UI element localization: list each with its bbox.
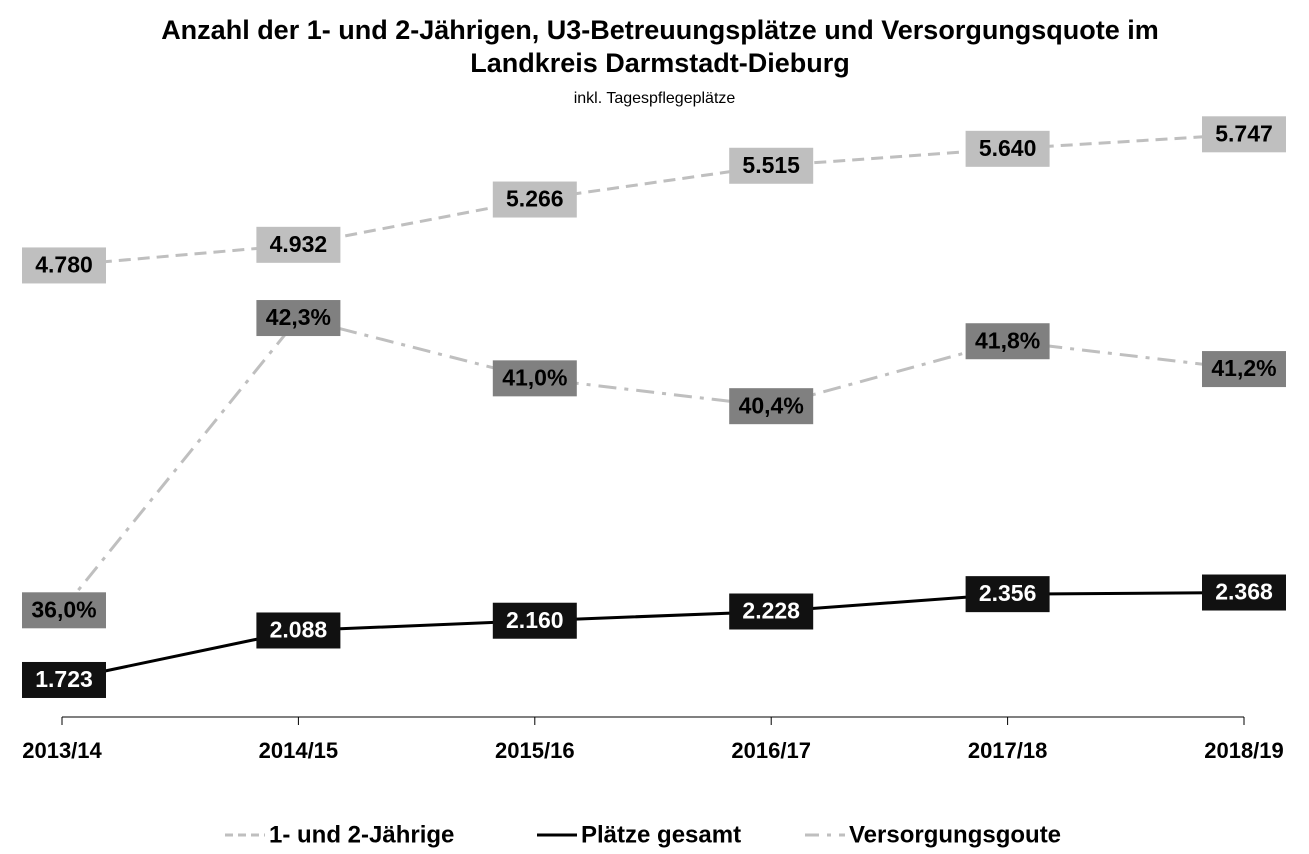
- data-label-text: 5.515: [742, 152, 800, 178]
- data-label: 1.723: [22, 661, 106, 698]
- data-label-box: [492, 360, 577, 397]
- data-label-box: [256, 612, 341, 649]
- data-label-text: 5.266: [506, 186, 564, 212]
- data-label-box: [729, 593, 814, 630]
- data-label: 5.747: [1202, 116, 1286, 153]
- data-label-box: [256, 300, 341, 337]
- data-label-text: 42,3%: [266, 304, 331, 330]
- data-label: 4.780: [22, 247, 106, 284]
- data-label-text: 1.723: [35, 666, 93, 692]
- data-label-box: [256, 226, 341, 263]
- chart-title: Anzahl der 1- und 2-Jährigen, U3-Betreuu…: [161, 15, 1159, 78]
- data-label: 5.266: [492, 181, 577, 218]
- x-tick-label: 2017/18: [968, 738, 1048, 763]
- data-label-text: 36,0%: [31, 596, 96, 622]
- data-label: 2.088: [256, 612, 341, 649]
- data-label-box: [965, 576, 1050, 613]
- data-label: 2.160: [492, 602, 577, 639]
- data-label-text: 4.780: [35, 252, 93, 278]
- data-label-box: [1202, 351, 1286, 388]
- data-label-box: [22, 661, 106, 698]
- x-tick-label: 2013/14: [22, 738, 102, 763]
- data-label-text: 40,4%: [739, 392, 804, 418]
- data-label-box: [492, 602, 577, 639]
- data-label: 2.368: [1202, 574, 1286, 611]
- data-label-box: [729, 147, 814, 184]
- x-tick-label: 2014/15: [259, 738, 339, 763]
- data-label: 40,4%: [729, 388, 814, 425]
- legend-label: 1- und 2-Jährige: [269, 821, 454, 848]
- data-label-box: [22, 592, 106, 629]
- data-label-text: 5.640: [979, 135, 1037, 161]
- data-label: 5.640: [965, 130, 1050, 167]
- data-label-box: [965, 130, 1050, 167]
- data-label-box: [729, 388, 814, 425]
- data-label-text: 41,0%: [502, 364, 567, 390]
- x-tick-label: 2016/17: [731, 738, 811, 763]
- data-label-box: [492, 181, 577, 218]
- data-label: 2.228: [729, 593, 814, 630]
- data-label-text: 2.368: [1215, 579, 1273, 605]
- x-tick-label: 2015/16: [495, 738, 575, 763]
- data-label: 5.515: [729, 147, 814, 184]
- data-label: 36,0%: [22, 592, 106, 629]
- data-label-text: 5.747: [1215, 120, 1273, 146]
- series-line: [61, 591, 1245, 682]
- data-label-box: [1202, 116, 1286, 153]
- data-label: 4.932: [256, 226, 341, 263]
- data-label-box: [965, 323, 1050, 360]
- series-line: [60, 316, 1245, 612]
- data-label: 41,8%: [965, 323, 1050, 360]
- data-label-text: 2.088: [270, 617, 328, 643]
- chart-subtitle: inkl. Tagespflegeplätze: [573, 90, 736, 107]
- data-label-text: 2.228: [742, 598, 800, 624]
- data-label-box: [22, 247, 106, 284]
- legend-label: Versorgungsgoute: [849, 821, 1061, 848]
- x-tick-label: 2018/19: [1204, 738, 1284, 763]
- data-label: 41,0%: [492, 360, 577, 397]
- data-label-text: 2.160: [506, 607, 564, 633]
- data-label: 41,2%: [1202, 351, 1286, 388]
- data-label-text: 2.356: [979, 580, 1037, 606]
- data-label-text: 41,8%: [975, 327, 1040, 353]
- data-label: 42,3%: [256, 300, 341, 337]
- series-line: [61, 132, 1245, 267]
- data-label-text: 41,2%: [1211, 355, 1276, 381]
- data-label-box: [1202, 574, 1286, 611]
- legend-label: Plätze gesamt: [581, 821, 741, 848]
- data-label: 2.356: [965, 576, 1050, 613]
- data-label-text: 4.932: [270, 231, 328, 257]
